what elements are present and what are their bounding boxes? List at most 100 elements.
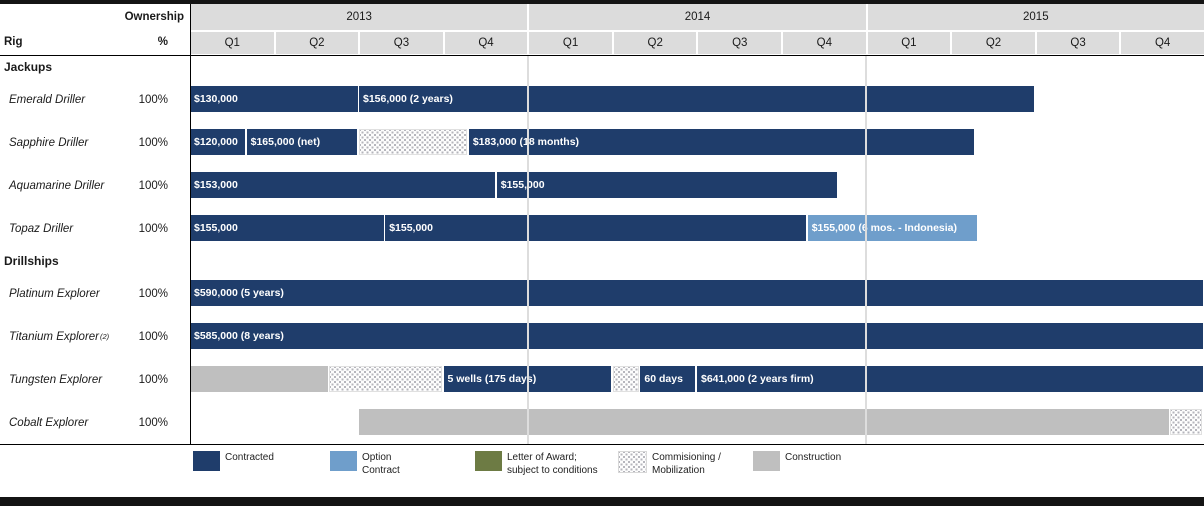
gantt-bar-commissioning <box>612 366 639 392</box>
left-header: Ownership Rig % <box>0 4 190 56</box>
gantt-bar-contracted: $183,000 (18 months) <box>468 129 975 155</box>
legend-swatch-option <box>330 451 357 471</box>
quarter-cell-2013-Q4: Q4 <box>444 32 528 54</box>
legend-item-contracted: Contracted <box>193 451 274 471</box>
axis-left-border <box>190 56 191 444</box>
quarter-cell-2015-Q2: Q2 <box>952 32 1035 54</box>
year-cell-2013: 2013 <box>191 4 528 30</box>
rig-name: Emerald Driller <box>9 93 86 106</box>
legend-item-commissioning: Commisioning / Mobilization <box>618 451 721 477</box>
gantt-bar-contracted: 60 days <box>640 366 696 392</box>
legend-label: Option Contract <box>362 452 400 476</box>
percent-header: % <box>157 36 168 48</box>
gantt-bar-commissioning <box>329 366 442 392</box>
quarter-cell-2013-Q2: Q2 <box>275 32 359 54</box>
rig-name: Sapphire Driller <box>9 136 89 149</box>
year-gridline <box>865 56 867 444</box>
top-border-strip <box>0 0 1204 4</box>
rig-name: Tungsten Explorer <box>9 373 103 386</box>
section-row: Drillships <box>0 250 1204 272</box>
quarter-cell-2014-Q4: Q4 <box>783 32 866 54</box>
legend: Contracted Option Contract Letter of Award… <box>190 446 1204 496</box>
section-title: Jackups <box>4 60 53 74</box>
gantt-bar-contracted: $130,000 <box>190 86 358 112</box>
ownership-value: 100% <box>138 373 168 386</box>
gantt-bar-contracted: $120,000 <box>190 129 246 155</box>
quarter-cell-2015-Q3: Q3 <box>1036 32 1120 54</box>
chart-body: Jackups Emerald Driller 100% $130,000 $156,0… <box>0 56 1204 445</box>
rig-row: Platinum Explorer 100% $590,000 (5 years) <box>0 272 1204 315</box>
timeline-header: 2013 2014 2015 Q1 Q2 Q3 Q4 Q1 Q2 Q3 Q4 Q1 Q2 Q3 Q4 <box>190 4 1204 56</box>
gantt-bar-contracted: $155,000 <box>496 172 837 198</box>
legend-label: Contracted <box>225 452 274 463</box>
rig-name-footnote: (2) <box>100 332 110 341</box>
quarters-row: Q1 Q2 Q3 Q4 Q1 Q2 Q3 Q4 Q1 Q2 Q3 Q4 <box>191 32 1204 54</box>
ownership-value: 100% <box>138 287 168 300</box>
gantt-track: $153,000 $155,000 <box>190 164 1204 207</box>
gantt-track: $590,000 (5 years) <box>190 272 1204 315</box>
rig-row: Titanium Explorer (2) 100% $585,000 (8 year… <box>0 315 1204 358</box>
gantt-bar-contracted: $156,000 (2 years) <box>359 86 1034 112</box>
rig-row: Sapphire Driller 100% $120,000 $165,000 (ne… <box>0 121 1204 164</box>
year-cell-2015: 2015 <box>867 4 1204 30</box>
year-gridline <box>527 56 529 444</box>
rig-name: Topaz Driller <box>9 222 74 235</box>
bottom-border-strip <box>0 497 1204 506</box>
quarter-cell-2014-Q2: Q2 <box>613 32 697 54</box>
ownership-value: 100% <box>138 416 168 429</box>
legend-swatch-construction <box>753 451 780 471</box>
quarter-cell-2014-Q1: Q1 <box>529 32 612 54</box>
gantt-bar-commissioning <box>359 129 468 155</box>
rig-row: Tungsten Explorer 100% 5 wells (175 days) 6… <box>0 358 1204 401</box>
gantt-bar-contracted: $641,000 (2 years firm) <box>697 366 1203 392</box>
gantt-track: $585,000 (8 years) <box>190 315 1204 358</box>
gantt-track: $155,000 $155,000 $155,000 (6 mos. - Indon… <box>190 207 1204 250</box>
legend-swatch-award <box>475 451 502 471</box>
ownership-header: Ownership <box>124 11 184 23</box>
gantt-bar-contracted: $165,000 (net) <box>246 129 358 155</box>
gantt-bar-construction <box>190 366 328 392</box>
ownership-value: 100% <box>138 136 168 149</box>
rig-row: Emerald Driller 100% $130,000 $156,000 (2 y… <box>0 78 1204 121</box>
section-row: Jackups <box>0 56 1204 78</box>
quarter-cell-2013-Q3: Q3 <box>360 32 443 54</box>
gantt-bar-contracted: $590,000 (5 years) <box>190 280 1203 306</box>
quarter-cell-2014-Q3: Q3 <box>698 32 782 54</box>
year-cell-2014: 2014 <box>529 4 866 30</box>
quarter-cell-2015-Q4: Q4 <box>1121 32 1204 54</box>
gantt-track <box>190 401 1204 444</box>
rig-name: Titanium Explorer (2) <box>9 330 110 343</box>
ownership-value: 100% <box>138 222 168 235</box>
legend-item-option: Option Contract <box>330 451 400 477</box>
rig-row: Cobalt Explorer 100% <box>0 401 1204 444</box>
legend-swatch-commissioning <box>618 451 647 473</box>
ownership-value: 100% <box>138 179 168 192</box>
legend-item-construction: Construction <box>753 451 841 471</box>
legend-label: Letter of Award; subject to conditions <box>507 452 598 476</box>
rig-header: Rig <box>4 36 23 48</box>
quarter-cell-2015-Q1: Q1 <box>867 32 951 54</box>
rig-row: Aquamarine Driller 100% $153,000 $155,000 <box>0 164 1204 207</box>
legend-item-award: Letter of Award; subject to conditions <box>475 451 598 477</box>
legend-swatch-contracted <box>193 451 220 471</box>
legend-label: Commisioning / Mobilization <box>652 452 721 476</box>
legend-label: Construction <box>785 452 842 463</box>
gantt-bar-contracted: $155,000 <box>190 215 384 241</box>
gantt-bar-option: $155,000 (6 mos. - Indonesia) <box>807 215 977 241</box>
gantt-bar-construction <box>359 409 1169 435</box>
rig-name: Platinum Explorer <box>9 287 100 300</box>
rig-name: Cobalt Explorer <box>9 416 89 429</box>
gantt-track: $120,000 $165,000 (net) $183,000 (18 month… <box>190 121 1204 164</box>
quarter-cell-2013-Q1: Q1 <box>191 32 274 54</box>
gantt-bar-contracted: $585,000 (8 years) <box>190 323 1203 349</box>
gantt-bar-commissioning <box>1170 409 1203 435</box>
gantt-track: $130,000 $156,000 (2 years) <box>190 78 1204 121</box>
ownership-value: 100% <box>138 93 168 106</box>
gantt-bar-contracted: $155,000 <box>385 215 807 241</box>
rig-row: Topaz Driller 100% $155,000 $155,000 $155,00… <box>0 207 1204 250</box>
gantt-bar-contracted: $153,000 <box>190 172 496 198</box>
years-row: 2013 2014 2015 <box>191 4 1204 30</box>
section-title: Drillships <box>4 254 59 268</box>
gantt-track: 5 wells (175 days) 60 days $641,000 (2 yea… <box>190 358 1204 401</box>
